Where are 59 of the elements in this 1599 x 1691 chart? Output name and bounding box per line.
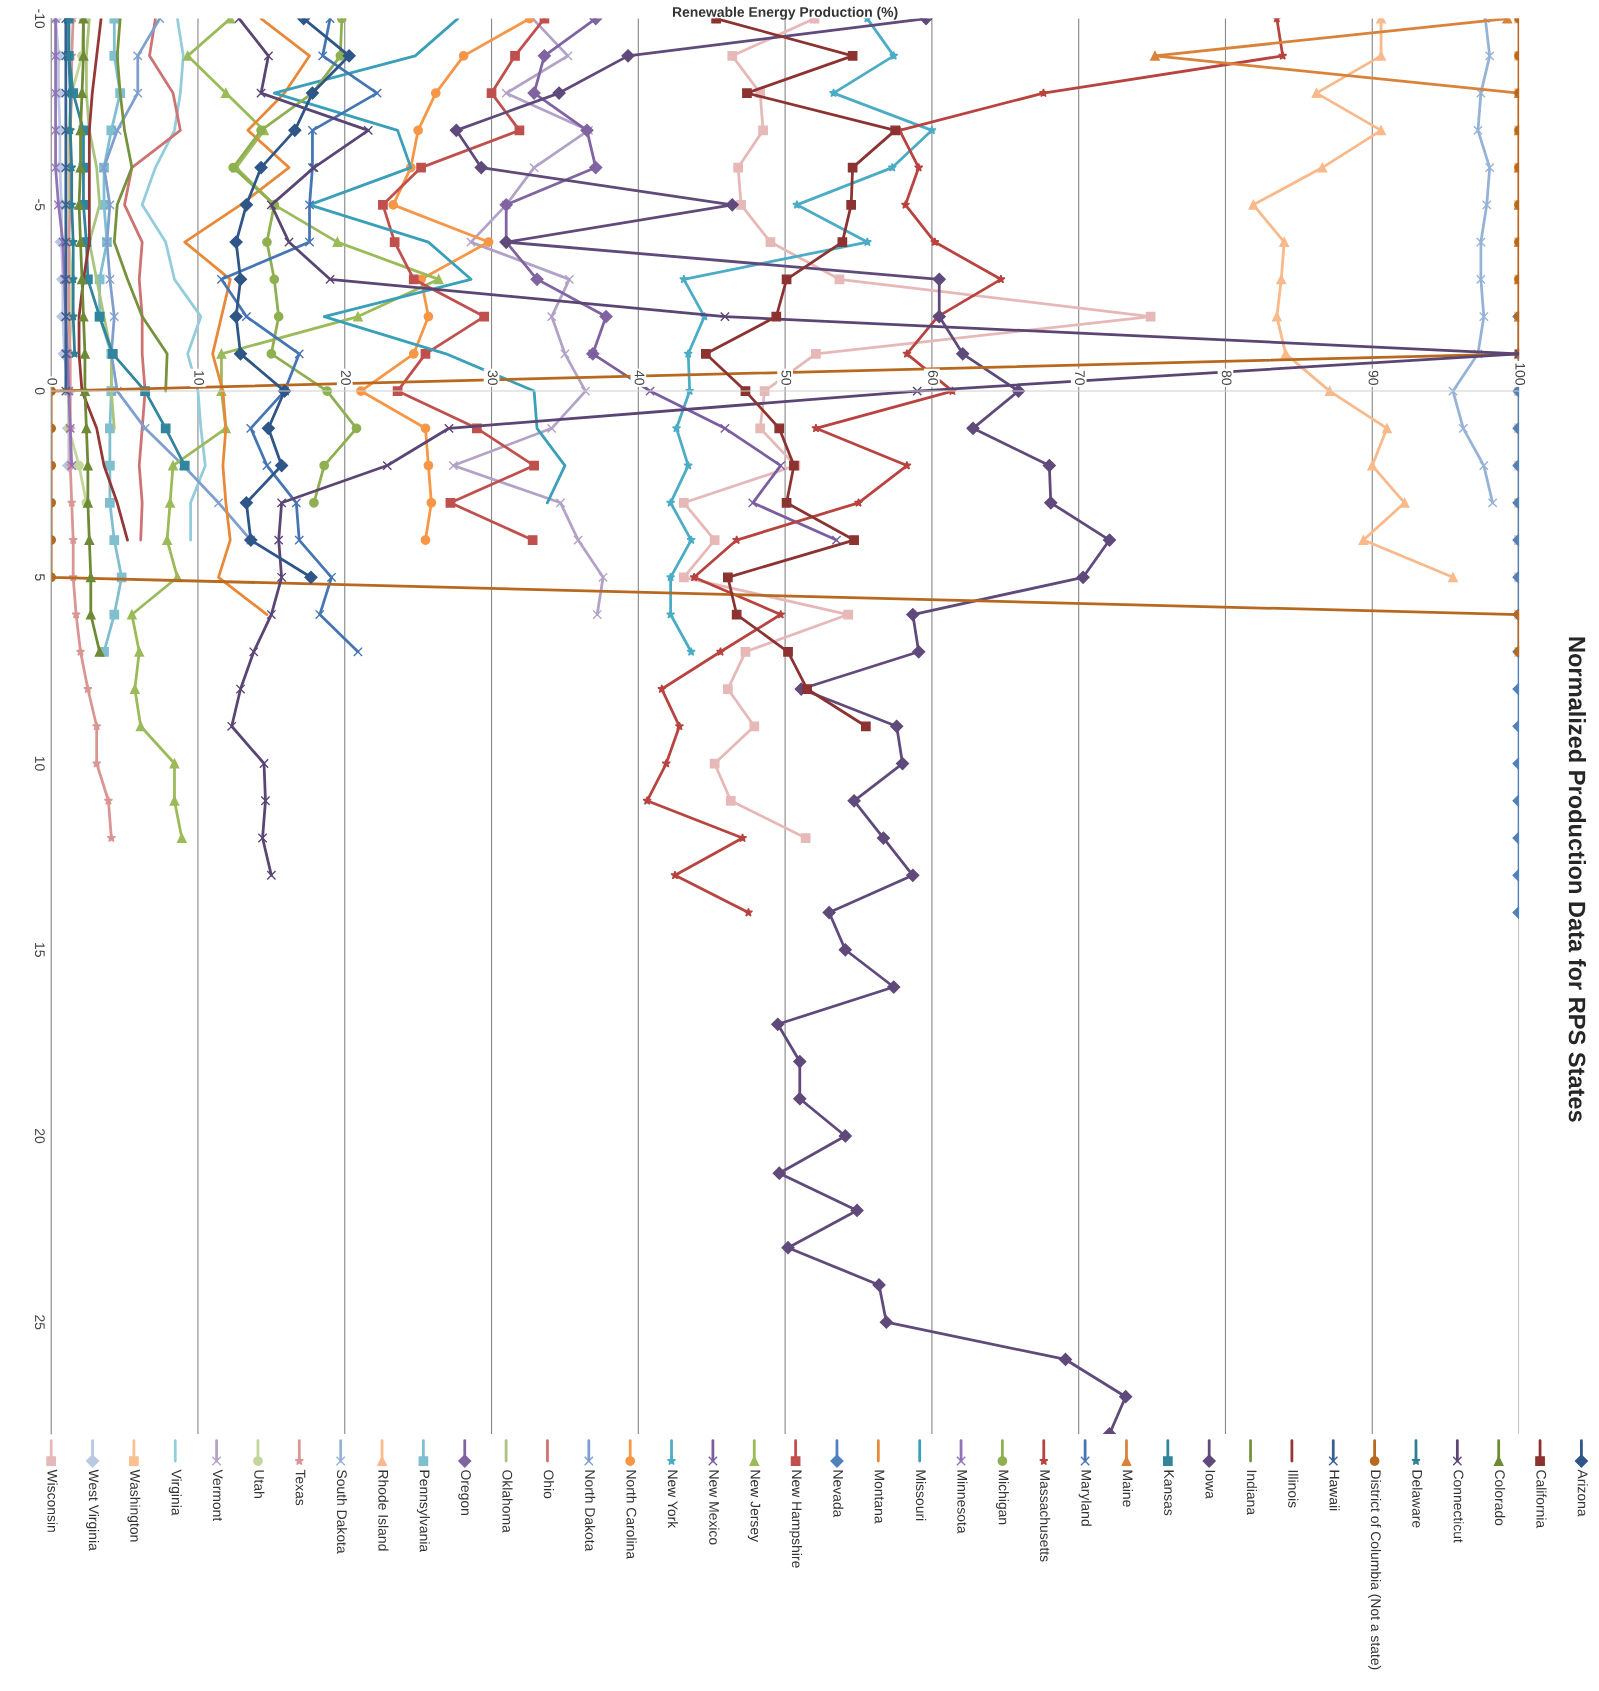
legend-label: Missouri xyxy=(915,1470,927,1521)
y-tick-label: 25 xyxy=(34,1315,45,1330)
legend-label: Vermont xyxy=(212,1469,223,1522)
legend-label: Minnesota xyxy=(957,1470,968,1534)
legend-label: New Mexico xyxy=(709,1470,720,1545)
legend-label: California xyxy=(1536,1470,1547,1529)
legend-label: Rhode Island xyxy=(378,1470,389,1551)
y-tick-label: -10 xyxy=(34,9,45,29)
legend-label: Maryland xyxy=(1078,1470,1092,1526)
x-tick-label: 20 xyxy=(341,370,351,385)
x-tick-label: 70 xyxy=(1074,370,1085,385)
x-axis-title: Renewable Energy Production (%) xyxy=(672,6,898,20)
legend-label: Ohio xyxy=(543,1470,554,1499)
legend-label: West Virginia xyxy=(86,1469,99,1551)
legend-label: Texas xyxy=(295,1469,306,1506)
legend-label: Colorado xyxy=(1494,1470,1506,1526)
x-tick-label: 80 xyxy=(1221,370,1232,385)
x-tick-label: 50 xyxy=(781,370,792,385)
legend-label: Washington xyxy=(127,1469,141,1542)
legend-label: Arizona xyxy=(1577,1469,1588,1517)
legend-label: North Dakota xyxy=(585,1470,596,1552)
legend-label: Nevada xyxy=(833,1470,844,1518)
legend-label: Pennsylvania xyxy=(416,1470,430,1553)
x-tick-label: 10 xyxy=(194,371,205,385)
y-tick-label: 10 xyxy=(34,756,45,771)
legend-label: District of Columbia (Not a state) xyxy=(1368,1470,1382,1670)
x-tick-label: 60 xyxy=(928,370,938,385)
y-tick-label: 20 xyxy=(34,1128,45,1144)
legend-label: Utah xyxy=(254,1470,265,1498)
y-tick-label: -5 xyxy=(34,199,45,211)
legend-label: New Hampshire xyxy=(789,1470,803,1568)
x-tick-label: 0 xyxy=(47,378,58,385)
legend-label: Delaware xyxy=(1412,1470,1423,1528)
legend-label: North Carolina xyxy=(626,1470,637,1560)
legend-label: South Dakota xyxy=(336,1470,348,1554)
legend-label: Michigan xyxy=(995,1470,1009,1525)
legend-label: Hawaii xyxy=(1329,1470,1340,1511)
x-tick-label: 30 xyxy=(487,370,498,385)
legend-label: Oklahoma xyxy=(502,1470,513,1533)
x-tick-label: 100 xyxy=(1515,363,1526,385)
legend-label: Maine xyxy=(1122,1470,1133,1507)
legend-label: Iowa xyxy=(1205,1470,1216,1499)
legend-label: Indiana xyxy=(1246,1470,1258,1516)
legend-label: Virginia xyxy=(168,1469,182,1516)
legend-label: Oregon xyxy=(458,1470,471,1515)
y-tick-label: 5 xyxy=(34,573,45,581)
x-tick-label: 90 xyxy=(1368,370,1379,385)
text: Normalized Production Data for RPS States xyxy=(1568,637,1587,1122)
y-tick-label: 15 xyxy=(34,943,45,957)
legend-label: Illinois xyxy=(1288,1470,1299,1508)
legend-label: Montana xyxy=(874,1470,885,1524)
legend-label: Wisconsin xyxy=(47,1469,58,1532)
x-tick-label: 40 xyxy=(634,370,645,385)
legend-label: New Jersey xyxy=(747,1470,761,1542)
legend-label: Massachusetts xyxy=(1040,1470,1051,1562)
legend-label: Kansas xyxy=(1164,1470,1174,1516)
y-tick-label: 0 xyxy=(34,387,45,395)
legend-label: New York xyxy=(667,1470,679,1529)
legend-label: Connecticut xyxy=(1453,1470,1464,1543)
